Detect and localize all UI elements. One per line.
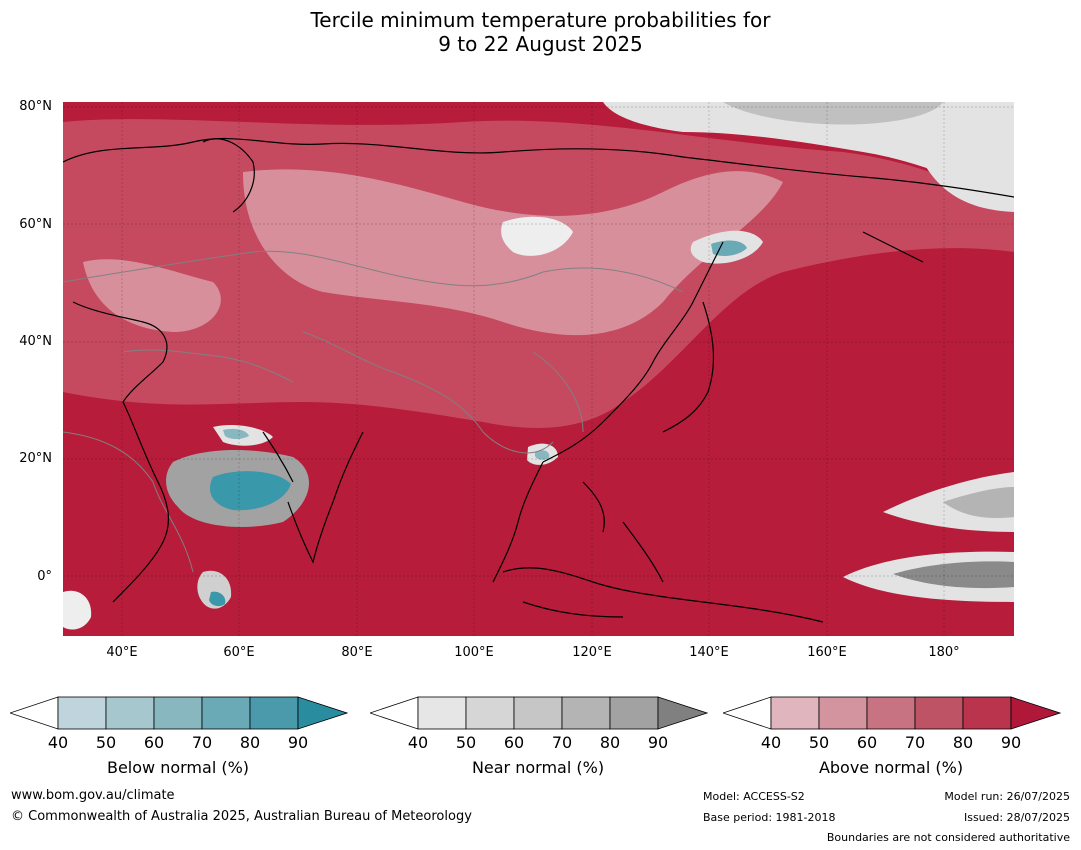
below-tick-70: 70 [191, 733, 213, 752]
above-colorbar-segment-2 [818, 696, 868, 730]
above-tick-60: 60 [856, 733, 878, 752]
title-line-2: 9 to 22 August 2025 [438, 32, 643, 56]
graticule [63, 102, 1014, 636]
near-normal-east-africa [63, 590, 92, 630]
title-line-1: Tercile minimum temperature probabilitie… [310, 8, 771, 32]
map-canvas [63, 102, 1014, 636]
lat-label-80n: 80°N [19, 99, 52, 114]
near-normal-pacific-upper-dark [943, 487, 1014, 519]
lon-label-100e: 100°E [454, 645, 494, 660]
below-normal-okhotsk-inner [711, 240, 747, 256]
lon-label-60e: 60°E [223, 645, 255, 660]
below-colorbar-segment-0 [10, 696, 59, 730]
near-normal-legend-title: Near normal (%) [471, 758, 605, 777]
near-tick-40: 40 [407, 733, 429, 752]
near-tick-50: 50 [455, 733, 477, 752]
below-colorbar-segment-3 [153, 696, 203, 730]
near-tick-70: 70 [551, 733, 573, 752]
near-colorbar-segment-3 [513, 696, 563, 730]
near-colorbar-segment-1 [417, 696, 467, 730]
above-normal-legend-title: Above normal (%) [818, 758, 964, 777]
near-colorbar-segment-0 [370, 696, 419, 730]
near-colorbar-segment-6 [657, 696, 708, 730]
near-tick-80: 80 [599, 733, 621, 752]
below-tick-60: 60 [143, 733, 165, 752]
coastlines [63, 137, 1014, 623]
disclaimer-text: Boundaries are not considered authoritat… [826, 831, 1070, 844]
model-text: Model: ACCESS-S2 [703, 790, 805, 803]
below-tick-50: 50 [95, 733, 117, 752]
lat-label-60n: 60°N [19, 217, 52, 232]
above-tick-90: 90 [1000, 733, 1022, 752]
above-tick-50: 50 [808, 733, 830, 752]
base-period-text: Base period: 1981-2018 [703, 811, 836, 824]
lon-label-80e: 80°E [341, 645, 373, 660]
above-colorbar-segment-3 [866, 696, 916, 730]
country-borders [63, 250, 684, 573]
lon-label-160e: 160°E [807, 645, 847, 660]
above-tick-70: 70 [904, 733, 926, 752]
above-colorbar-segment-1 [770, 696, 820, 730]
above-colorbar-segment-0 [723, 696, 772, 730]
near-normal-arctic [603, 102, 1014, 202]
below-normal-persian-gulf [223, 428, 249, 439]
below-tick-90: 90 [287, 733, 309, 752]
below-colorbar-segment-6 [297, 696, 348, 730]
near-tick-90: 90 [647, 733, 669, 752]
below-tick-80: 80 [239, 733, 261, 752]
below-colorbar-segment-5 [249, 696, 299, 730]
lat-label-0: 0° [37, 569, 52, 584]
below-colorbar-segment-1 [57, 696, 107, 730]
lat-label-20n: 20°N [19, 451, 52, 466]
above-light-region-west [83, 259, 221, 332]
above-light-region-eurasia [243, 169, 783, 336]
near-normal-colorbar [370, 696, 708, 730]
above-colorbar-segment-5 [962, 696, 1012, 730]
near-colorbar-segment-2 [465, 696, 515, 730]
above-colorbar-segment-6 [1010, 696, 1061, 730]
below-colorbar-segment-2 [105, 696, 155, 730]
issued-text: Issued: 28/07/2025 [963, 811, 1070, 824]
above-colorbar-segment-4 [914, 696, 964, 730]
below-normal-scs [535, 450, 550, 460]
near-colorbar-segment-5 [609, 696, 659, 730]
lon-label-180: 180° [928, 645, 960, 660]
copyright-text: © Commonwealth of Australia 2025, Austra… [11, 809, 472, 824]
below-normal-arabian-sea [209, 471, 291, 511]
near-tick-60: 60 [503, 733, 525, 752]
near-colorbar-segment-4 [561, 696, 611, 730]
forecast-map [63, 102, 1014, 636]
below-normal-legend-title: Below normal (%) [106, 758, 250, 777]
lon-label-120e: 120°E [572, 645, 612, 660]
above-tick-40: 40 [760, 733, 782, 752]
lon-label-140e: 140°E [689, 645, 729, 660]
near-normal-central-siberia [501, 216, 573, 256]
below-colorbar-segment-4 [201, 696, 251, 730]
near-normal-pacific-lower-dark [893, 561, 1014, 589]
lat-label-40n: 40°N [19, 334, 52, 349]
above-normal-colorbar [723, 696, 1061, 730]
below-normal-colorbar [10, 696, 348, 730]
website-link[interactable]: www.bom.gov.au/climate [11, 788, 175, 803]
chart-title: Tercile minimum temperature probabilitie… [0, 8, 1081, 56]
model-run-text: Model run: 26/07/2025 [944, 790, 1070, 803]
near-normal-arctic-dark [723, 102, 943, 125]
below-tick-40: 40 [47, 733, 69, 752]
near-normal-east-siberia [923, 162, 1014, 212]
lon-label-40e: 40°E [106, 645, 138, 660]
above-tick-80: 80 [952, 733, 974, 752]
below-normal-arabia [209, 591, 226, 607]
